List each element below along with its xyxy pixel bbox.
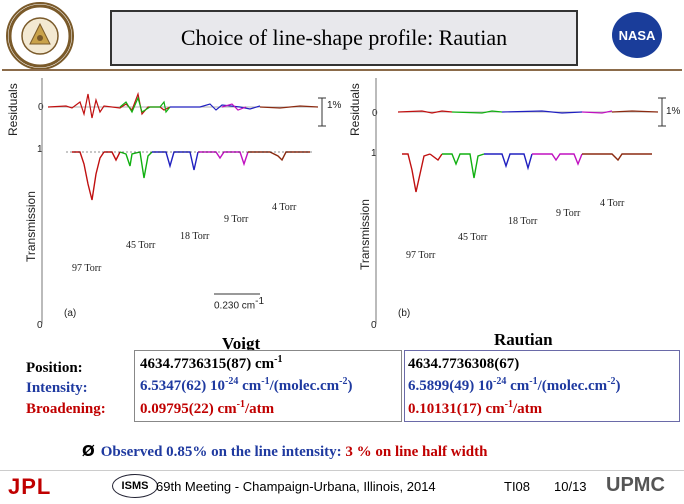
residual-scale-label: 1% — [666, 106, 681, 117]
rautian-position: 4634.7736308(67) — [408, 356, 520, 372]
wavenumber-scale-label: 0.230 cm-1 — [214, 296, 265, 312]
pressure-label-18: 18 Torr — [508, 216, 538, 227]
left-spectra-plot — [41, 78, 326, 324]
voigt-header: Voigt — [222, 334, 261, 353]
voigt-intensity: 6.5347(62) 10-24 cm-1/(molec.cm-2) — [140, 376, 353, 394]
pressure-label-4: 4 Torr — [272, 202, 297, 213]
panel-frames — [2, 69, 682, 71]
rautian-broadening: 0.10131(17) cm-1/atm — [408, 399, 543, 417]
university-seal-logo — [6, 2, 74, 70]
position-label: Position: — [26, 360, 83, 376]
rautian-intensity: 6.5899(49) 10-24 cm-1/(molec.cm-2) — [408, 376, 621, 394]
arrow-bullet-icon: Ø — [82, 442, 95, 460]
right-spectra-plot — [375, 78, 666, 324]
left-panel-voigt-fit: Residuals Transmission 0 1 0 1% (a) 0.23… — [0, 74, 342, 338]
nasa-logo-text: NASA — [618, 27, 656, 43]
pressure-label-9: 9 Torr — [556, 208, 581, 219]
residual-scale-label: 1% — [327, 100, 342, 111]
slide-title: Choice of line-shape profile: Rautian — [110, 10, 578, 66]
pressure-label-9: 9 Torr — [224, 214, 249, 225]
voigt-values-box — [134, 350, 402, 422]
conclusion-note: Ø Observed 0.85% on the line intensity: 3… — [82, 442, 488, 460]
transmission-zero-tick: 0 — [37, 320, 43, 331]
isms-logo: ISMS — [112, 474, 158, 498]
pressure-label-18: 18 Torr — [180, 231, 210, 242]
university-seal-icon — [8, 4, 72, 68]
footer-page-number: 10/13 — [554, 479, 587, 494]
pressure-label-97: 97 Torr — [72, 263, 102, 274]
voigt-broadening: 0.09795(22) cm-1/atm — [140, 399, 275, 417]
transmission-one-tick: 1 — [371, 148, 377, 159]
footer-divider — [0, 470, 684, 471]
pressure-label-45: 45 Torr — [126, 240, 156, 251]
residual-zero-tick: 0 — [38, 102, 44, 113]
intensity-label: Intensity: — [26, 380, 88, 396]
panel-letter: (a) — [64, 308, 77, 319]
footer-meeting: 69th Meeting - Champaign-Urbana, Illinoi… — [156, 479, 436, 494]
pressure-label-45: 45 Torr — [458, 232, 488, 243]
panel-letter: (b) — [398, 308, 411, 319]
voigt-position: 4634.7736315(87) cm-1 — [140, 354, 283, 372]
rautian-values-box — [404, 350, 680, 422]
upmc-logo: UPMC — [606, 474, 665, 496]
pressure-label-4: 4 Torr — [600, 198, 625, 209]
footer-session: TI08 — [504, 479, 531, 494]
right-panel-rautian-fit: Residuals Transmission 0 1 0 1% (b) 4 To… — [342, 74, 682, 338]
jpl-logo: JPL — [8, 474, 52, 499]
transmission-one-tick: 1 — [37, 144, 43, 155]
broadening-label: Broadening: — [26, 401, 106, 417]
residual-zero-tick: 0 — [372, 108, 378, 119]
pressure-label-97: 97 Torr — [406, 250, 436, 261]
transmission-zero-tick: 0 — [371, 320, 377, 331]
nasa-logo: NASA — [612, 12, 662, 58]
rautian-header: Rautian — [494, 330, 553, 349]
